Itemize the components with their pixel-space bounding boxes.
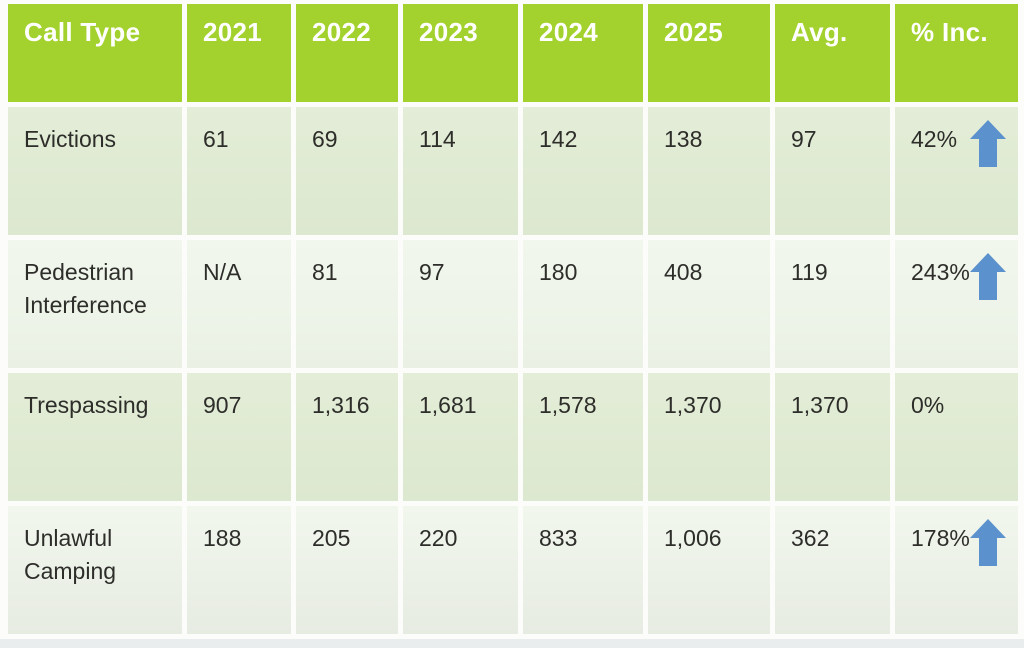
slide-bottom-edge [0,639,1024,648]
cell-2023: 97 [403,240,518,368]
column-header-2021: 2021 [187,4,291,102]
table-row-trespassing: Trespassing 907 1,316 1,681 1,578 1,370 … [8,373,1018,501]
cell-avg: 362 [775,506,890,634]
cell-2025: 1,370 [648,373,770,501]
pct-inc-value: 243% [911,259,970,285]
cell-2025: 138 [648,107,770,235]
pct-inc-value: 178% [911,525,970,551]
column-header-call-type: Call Type [8,4,182,102]
up-arrow-icon [970,519,1006,566]
pct-inc-value: 42% [911,126,958,152]
cell-2024: 142 [523,107,643,235]
cell-pct-inc: 0% [895,373,1018,501]
cell-call-type: Pedestrian Interference [8,240,182,368]
cell-avg: 119 [775,240,890,368]
table-row-pedestrian-interference: Pedestrian Interference N/A 81 97 180 40… [8,240,1018,368]
cell-pct-inc: 178% [895,506,1018,634]
cell-2023: 114 [403,107,518,235]
cell-2022: 1,316 [296,373,398,501]
column-header-2024: 2024 [523,4,643,102]
call-type-table: Call Type 2021 2022 2023 2024 2025 Avg. … [3,0,1023,639]
up-arrow-icon [970,253,1006,300]
table-row-evictions: Evictions 61 69 114 142 138 97 42% [8,107,1018,235]
cell-pct-inc: 42% [895,107,1018,235]
up-arrow-icon [970,120,1006,167]
cell-2024: 180 [523,240,643,368]
cell-2021: 61 [187,107,291,235]
cell-2023: 220 [403,506,518,634]
cell-2022: 69 [296,107,398,235]
cell-2022: 205 [296,506,398,634]
cell-2024: 833 [523,506,643,634]
cell-pct-inc: 243% [895,240,1018,368]
cell-2021: N/A [187,240,291,368]
cell-avg: 1,370 [775,373,890,501]
table-row-unlawful-camping: Unlawful Camping 188 205 220 833 1,006 3… [8,506,1018,634]
cell-2023: 1,681 [403,373,518,501]
cell-call-type: Evictions [8,107,182,235]
cell-2022: 81 [296,240,398,368]
column-header-pct-inc: % Inc. [895,4,1018,102]
cell-avg: 97 [775,107,890,235]
column-header-2023: 2023 [403,4,518,102]
cell-2024: 1,578 [523,373,643,501]
cell-2021: 907 [187,373,291,501]
cell-2021: 188 [187,506,291,634]
column-header-avg: Avg. [775,4,890,102]
pct-inc-value: 0% [911,392,945,418]
cell-2025: 408 [648,240,770,368]
cell-call-type: Trespassing [8,373,182,501]
cell-2025: 1,006 [648,506,770,634]
cell-call-type: Unlawful Camping [8,506,182,634]
column-header-2022: 2022 [296,4,398,102]
column-header-2025: 2025 [648,4,770,102]
header-row: Call Type 2021 2022 2023 2024 2025 Avg. … [8,4,1018,102]
